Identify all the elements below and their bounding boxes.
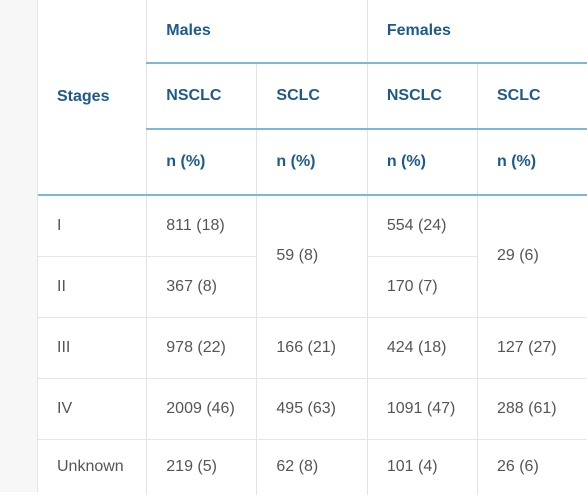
males-sclc-cell: 166 (21): [256, 317, 368, 379]
table-row: II 367 (8) 170 (7): [38, 256, 587, 318]
left-border: [37, 0, 38, 492]
table-row: IV 2009 (46) 495 (63) 1091 (47) 288 (61): [38, 378, 587, 440]
females-nsclc-cell: 170 (7): [366, 256, 478, 318]
females-sclc-cell: 127 (27): [476, 317, 587, 379]
males-sclc-cell: 62 (8): [256, 439, 368, 495]
header-females-sclc: SCLC: [476, 63, 587, 130]
header-unit: n (%): [256, 129, 368, 196]
males-nsclc-cell: 811 (18): [146, 195, 257, 257]
header-males-nsclc: NSCLC: [146, 63, 257, 130]
stage-cell: II: [38, 256, 147, 318]
females-sclc-cell: 288 (61): [476, 378, 587, 440]
header-males: Males: [146, 0, 368, 64]
header-males-sclc: SCLC: [256, 63, 368, 130]
males-nsclc-cell: 2009 (46): [146, 378, 257, 440]
left-gutter: [0, 0, 37, 492]
males-sclc-cell: 495 (63): [256, 378, 368, 440]
table-row: I 811 (18) 59 (8) 554 (24) 29 (6): [38, 195, 587, 318]
females-nsclc-cell: 101 (4): [366, 439, 478, 495]
table-row: Unknown 219 (5) 62 (8) 101 (4) 26 (6): [38, 439, 587, 495]
males-nsclc-cell: 367 (8): [146, 256, 257, 318]
header-females: Females: [366, 0, 587, 64]
males-nsclc-cell: 978 (22): [146, 317, 257, 379]
females-sclc-cell: 26 (6): [476, 439, 587, 495]
females-nsclc-cell: 424 (18): [366, 317, 478, 379]
females-nsclc-cell: 554 (24): [366, 195, 478, 257]
stage-cell: I: [38, 195, 147, 257]
stage-cell: IV: [38, 378, 147, 440]
males-sclc-cell: 59 (8): [256, 195, 368, 318]
table-row: III 978 (22) 166 (21) 424 (18) 127 (27): [38, 317, 587, 379]
stage-table: Stages Males Females NSCLC SCLC NSCLC SC…: [38, 0, 587, 495]
females-nsclc-cell: 1091 (47): [366, 378, 478, 440]
females-sclc-cell: 29 (6): [476, 195, 587, 318]
header-unit: n (%): [476, 129, 587, 196]
header-unit: n (%): [366, 129, 478, 196]
males-nsclc-cell: 219 (5): [146, 439, 257, 495]
header-stages: Stages: [38, 0, 147, 196]
header-females-nsclc: NSCLC: [366, 63, 478, 130]
header-unit: n (%): [146, 129, 257, 196]
stage-cell: III: [38, 317, 147, 379]
stage-cell: Unknown: [57, 458, 124, 476]
